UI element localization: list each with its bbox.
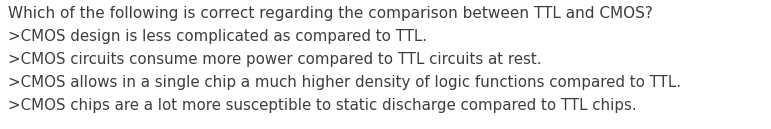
Text: >CMOS allows in a single chip a much higher density of logic functions compared : >CMOS allows in a single chip a much hig… — [8, 75, 681, 90]
Text: >CMOS circuits consume more power compared to TTL circuits at rest.: >CMOS circuits consume more power compar… — [8, 52, 541, 67]
Text: >CMOS chips are a lot more susceptible to static discharge compared to TTL chips: >CMOS chips are a lot more susceptible t… — [8, 98, 637, 113]
Text: >CMOS design is less complicated as compared to TTL.: >CMOS design is less complicated as comp… — [8, 29, 427, 44]
Text: Which of the following is correct regarding the comparison between TTL and CMOS?: Which of the following is correct regard… — [8, 6, 653, 21]
